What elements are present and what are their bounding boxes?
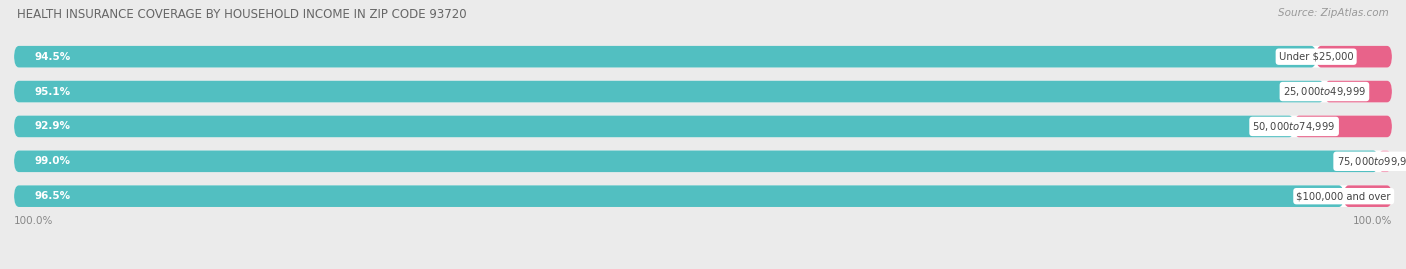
FancyBboxPatch shape: [1316, 46, 1392, 68]
FancyBboxPatch shape: [1378, 150, 1392, 172]
FancyBboxPatch shape: [14, 116, 1294, 137]
Text: HEALTH INSURANCE COVERAGE BY HOUSEHOLD INCOME IN ZIP CODE 93720: HEALTH INSURANCE COVERAGE BY HOUSEHOLD I…: [17, 8, 467, 21]
Text: Under $25,000: Under $25,000: [1279, 52, 1354, 62]
Text: $25,000 to $49,999: $25,000 to $49,999: [1282, 85, 1367, 98]
Text: 100.0%: 100.0%: [1353, 215, 1392, 226]
FancyBboxPatch shape: [1324, 81, 1392, 102]
FancyBboxPatch shape: [14, 81, 1324, 102]
FancyBboxPatch shape: [14, 150, 1392, 172]
FancyBboxPatch shape: [14, 46, 1392, 68]
Text: 92.9%: 92.9%: [35, 121, 70, 132]
FancyBboxPatch shape: [14, 185, 1392, 207]
FancyBboxPatch shape: [14, 185, 1344, 207]
Text: 95.1%: 95.1%: [35, 87, 70, 97]
Text: 94.5%: 94.5%: [35, 52, 70, 62]
Text: Source: ZipAtlas.com: Source: ZipAtlas.com: [1278, 8, 1389, 18]
FancyBboxPatch shape: [1344, 185, 1392, 207]
Text: $50,000 to $74,999: $50,000 to $74,999: [1253, 120, 1336, 133]
FancyBboxPatch shape: [14, 150, 1378, 172]
Text: 100.0%: 100.0%: [14, 215, 53, 226]
Text: 96.5%: 96.5%: [35, 191, 70, 201]
FancyBboxPatch shape: [14, 46, 1316, 68]
FancyBboxPatch shape: [1294, 116, 1392, 137]
FancyBboxPatch shape: [14, 116, 1392, 137]
FancyBboxPatch shape: [14, 81, 1392, 102]
Text: $100,000 and over: $100,000 and over: [1296, 191, 1391, 201]
Text: 99.0%: 99.0%: [35, 156, 70, 166]
Text: $75,000 to $99,999: $75,000 to $99,999: [1337, 155, 1406, 168]
